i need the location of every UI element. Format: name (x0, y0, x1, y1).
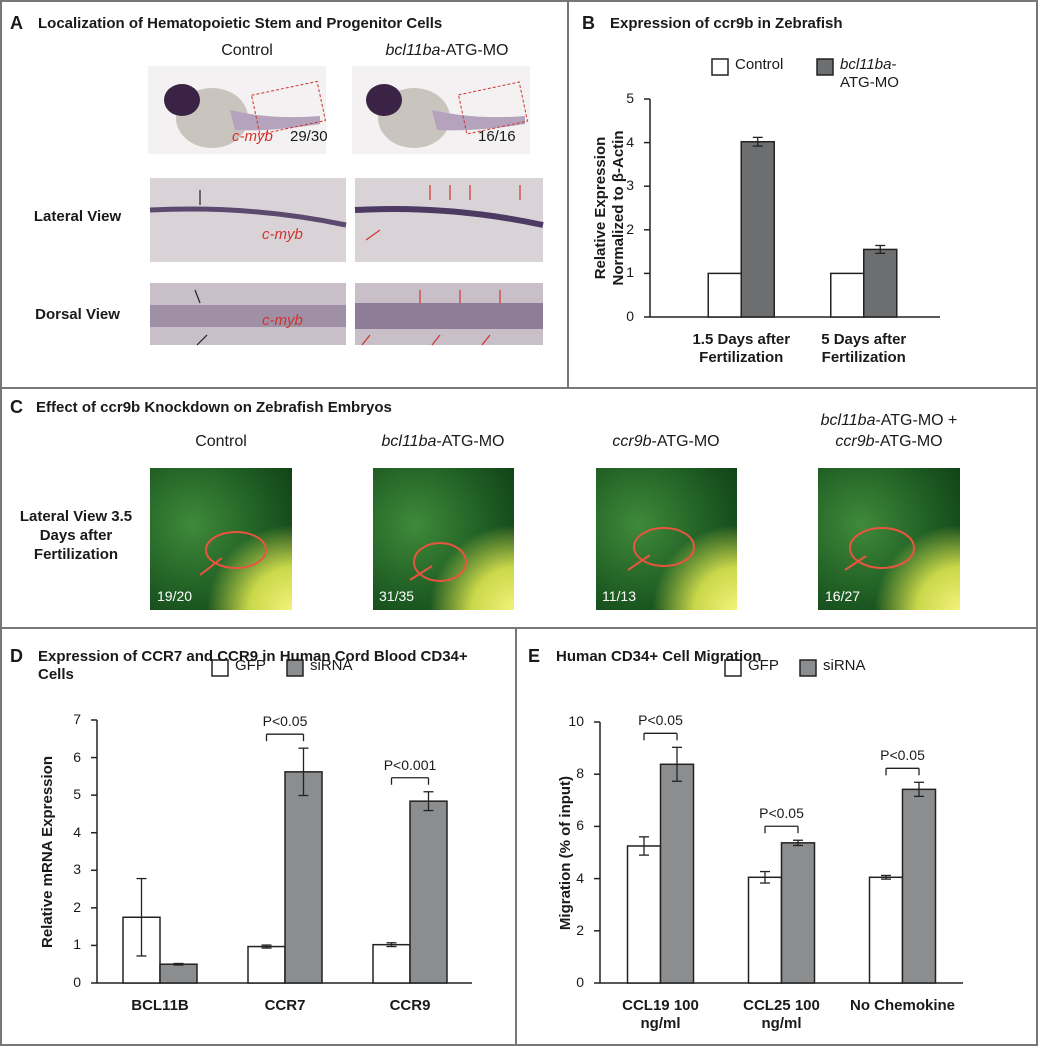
legend-label: siRNA (823, 657, 866, 674)
panel-letter: D (10, 646, 23, 666)
column-header: ccr9b-ATG-MO (835, 433, 943, 450)
panel-letter: E (528, 646, 541, 666)
chart-title: Human CD34+ Cell Migration (556, 648, 762, 665)
bar (159, 963, 198, 984)
bar (247, 945, 286, 984)
bar (372, 943, 411, 984)
bar (409, 800, 448, 984)
bar (863, 248, 898, 318)
embryo-count: 11/13 (602, 588, 636, 604)
y-tick-label: 2 (73, 898, 81, 915)
y-tick-label: 7 (73, 711, 81, 727)
x-tick-label: CCL25 100 ng/ml (743, 997, 820, 1032)
row-label: Dorsal View (35, 306, 120, 323)
embryo-count: 16/16 (478, 128, 516, 145)
bar (780, 842, 816, 984)
bar (659, 763, 695, 984)
column-header: Control (221, 42, 273, 59)
legend-label: GFP (748, 657, 779, 674)
gene-label: c-myb (262, 312, 303, 329)
y-tick-label: 4 (73, 823, 81, 840)
panel-c-photos (150, 468, 960, 610)
significance-label: P<0.05 (880, 747, 925, 764)
legend-swatch (816, 58, 834, 76)
gene-label: c-myb (262, 226, 303, 243)
significance-label: P<0.05 (638, 712, 683, 729)
x-tick-label: 1.5 Days after Fertilization (692, 331, 791, 366)
y-tick-label: 5 (626, 90, 634, 106)
panel-title: Effect of ccr9b Knockdown on Zebrafish E… (36, 399, 392, 416)
x-tick-label: 5 Days after Fertilization (821, 331, 907, 366)
row-label: Lateral View (33, 208, 122, 225)
legend-label: Control (735, 56, 784, 73)
embryo-count: 19/20 (157, 588, 193, 604)
bar (740, 140, 775, 318)
y-tick-label: 3 (73, 861, 81, 878)
y-tick-label: 0 (626, 308, 634, 324)
panel-letter: B (582, 13, 595, 33)
legend-swatch (711, 58, 729, 76)
y-tick-label: 3 (626, 177, 634, 194)
x-tick-label: CCL19 100 ng/ml (622, 997, 699, 1032)
legend-swatch (724, 659, 742, 677)
panel-letter: A (10, 13, 23, 33)
legend-label: bcl11ba-ATG-MO (840, 56, 899, 91)
y-tick-label: 10 (568, 713, 584, 729)
y-axis-label: Migration (% of input) (557, 775, 574, 930)
bar (626, 845, 662, 984)
chart-title: Expression of ccr9b in Zebrafish (610, 15, 843, 32)
y-tick-label: 1 (626, 264, 634, 281)
column-header: bcl11ba-ATG-MO (385, 42, 509, 59)
embryo-count: 31/35 (379, 588, 415, 604)
x-tick-label: No Chemokine (849, 997, 955, 1014)
y-tick-label: 4 (626, 133, 634, 150)
chart-title: Expression of CCR7 and CCR9 in Human Cor… (38, 648, 468, 683)
bar (747, 876, 783, 984)
x-tick-label: CCR9 (389, 997, 431, 1014)
legend-label: GFP (235, 657, 266, 674)
column-header: bcl11ba-ATG-MO + (820, 412, 958, 429)
legend-label: siRNA (310, 657, 353, 674)
column-header: Control (195, 433, 247, 450)
panel-letter: C (10, 397, 23, 417)
bar (901, 788, 937, 984)
y-tick-label: 4 (576, 869, 584, 886)
y-tick-label: 6 (576, 817, 584, 834)
legend-swatch (286, 659, 304, 677)
column-header: ccr9b-ATG-MO (612, 433, 720, 450)
y-tick-label: 1 (73, 936, 81, 953)
significance-label: P<0.001 (383, 756, 437, 773)
bar (707, 272, 742, 318)
bar (284, 771, 323, 984)
embryo-count: 16/27 (825, 588, 861, 604)
column-header: bcl11ba-ATG-MO (381, 433, 505, 450)
x-tick-label: CCR7 (264, 997, 306, 1014)
legend-swatch (211, 659, 229, 677)
embryo-count: 29/30 (290, 128, 328, 145)
y-tick-label: 5 (73, 786, 81, 803)
y-tick-label: 6 (73, 748, 81, 765)
significance-label: P<0.05 (759, 805, 804, 822)
y-tick-label: 8 (576, 765, 584, 782)
y-axis-label: Relative mRNA Expression (39, 755, 56, 948)
y-tick-label: 0 (576, 974, 584, 990)
bar (868, 876, 904, 984)
y-tick-label: 2 (626, 220, 634, 237)
bar (830, 272, 865, 318)
y-tick-label: 0 (73, 974, 81, 990)
legend-swatch (799, 659, 817, 677)
panel-title: Localization of Hematopoietic Stem and P… (38, 15, 443, 32)
significance-label: P<0.05 (262, 713, 308, 730)
gene-label: c-myb (232, 128, 273, 145)
panel-a-photos (148, 66, 544, 346)
x-tick-label: BCL11B (131, 997, 189, 1014)
row-label: Lateral View 3.5 Days after Fertilizatio… (19, 508, 133, 563)
y-tick-label: 2 (576, 921, 584, 938)
